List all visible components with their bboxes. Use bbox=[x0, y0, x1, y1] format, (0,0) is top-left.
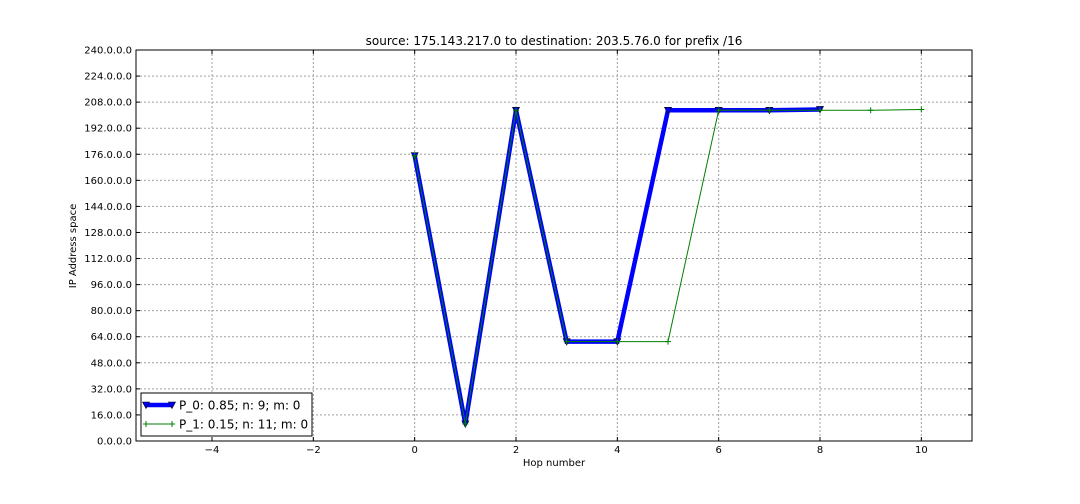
y-tick-label: 128.0.0.0 bbox=[84, 228, 132, 239]
y-tick-label: 208.0.0.0 bbox=[84, 98, 132, 109]
legend-label: P_1: 0.15; n: 11; m: 0 bbox=[179, 418, 308, 432]
y-tick-label: 240.0.0.0 bbox=[84, 46, 132, 57]
y-tick-label: 144.0.0.0 bbox=[84, 202, 132, 213]
x-axis: −4 −2 0 2 4 6 8 10 bbox=[205, 50, 928, 456]
data-point bbox=[867, 107, 874, 114]
data-point bbox=[411, 152, 418, 159]
y-tick-label: 160.0.0.0 bbox=[84, 176, 132, 187]
data-point bbox=[817, 107, 823, 114]
x-tick-label: 8 bbox=[817, 445, 823, 456]
y-tick-label: 0.0.0.0 bbox=[97, 437, 132, 448]
y-tick-label: 32.0.0.0 bbox=[91, 384, 132, 395]
legend-marker bbox=[141, 401, 151, 410]
x-tick-label: 10 bbox=[915, 445, 928, 456]
y-tick-label: 224.0.0.0 bbox=[84, 72, 132, 83]
data-point bbox=[663, 106, 673, 115]
y-tick-label: 192.0.0.0 bbox=[84, 124, 132, 135]
data-point bbox=[462, 420, 469, 427]
x-axis-label: Hop number bbox=[523, 458, 586, 469]
data-point bbox=[614, 338, 621, 345]
legend-label: P_0: 0.85; n: 9; m: 0 bbox=[179, 399, 300, 413]
y-tick-label: 112.0.0.0 bbox=[84, 254, 132, 265]
legend-marker bbox=[143, 421, 149, 427]
legend-marker bbox=[167, 401, 177, 410]
data-point bbox=[513, 107, 519, 114]
legend-marker bbox=[169, 421, 175, 427]
x-tick-label: 0 bbox=[411, 445, 417, 456]
x-tick-label: −2 bbox=[306, 445, 321, 456]
y-tick-label: 48.0.0.0 bbox=[91, 358, 132, 369]
series-layer bbox=[410, 106, 925, 429]
y-tick-label: 64.0.0.0 bbox=[91, 332, 132, 343]
x-tick-label: −4 bbox=[205, 445, 220, 456]
x-tick-label: 6 bbox=[715, 445, 721, 456]
chart-title: source: 175.143.217.0 to destination: 20… bbox=[366, 34, 743, 48]
y-tick-label: 96.0.0.0 bbox=[91, 280, 132, 291]
y-axis: 0.0.0.0 16.0.0.0 32.0.0.0 48.0.0.0 64.0.0.0 8… bbox=[84, 46, 972, 448]
y-tick-label: 16.0.0.0 bbox=[91, 410, 132, 421]
data-point bbox=[918, 106, 925, 113]
y-tick-label: 176.0.0.0 bbox=[84, 150, 132, 161]
x-tick-label: 4 bbox=[614, 445, 620, 456]
y-axis-label: IP Address space bbox=[68, 204, 79, 289]
data-point bbox=[766, 107, 773, 114]
data-point bbox=[563, 338, 570, 345]
data-point bbox=[665, 338, 671, 345]
plot-frame bbox=[135, 49, 973, 442]
x-tick-label: 2 bbox=[513, 445, 519, 456]
series-1 bbox=[411, 106, 925, 427]
data-point bbox=[715, 107, 722, 114]
y-tick-label: 80.0.0.0 bbox=[91, 306, 132, 317]
legend: P_0: 0.85; n: 9; m: 0 P_1: 0.15; n: 11; m… bbox=[140, 392, 313, 437]
legend-box bbox=[140, 392, 313, 437]
